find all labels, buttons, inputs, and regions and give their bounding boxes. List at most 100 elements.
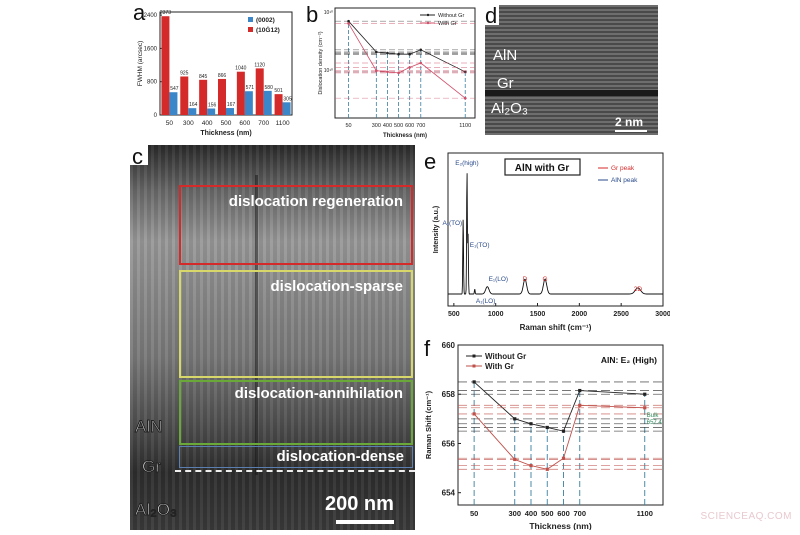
svg-text:1500: 1500 [530,311,546,318]
svg-text:Thickness (nm): Thickness (nm) [383,133,427,139]
panel-label-f: f [424,336,431,361]
svg-text:500: 500 [448,311,460,318]
raman-shift-chart: 654 656 658 660 50 300 400 500 600 700 1100 Thickne… [424,341,664,531]
svg-text:700: 700 [258,120,269,127]
svg-text:571: 571 [246,85,255,91]
region-dislocation-sparse: dislocation-sparse [179,270,413,378]
svg-text:FWHM (arcsec): FWHM (arcsec) [137,41,144,87]
svg-text:580: 580 [265,85,274,91]
watermark: SCIENCEAQ.COM [700,511,792,522]
svg-text:2000: 2000 [572,311,588,318]
scale-bar [615,130,647,132]
svg-text:2D: 2D [634,286,643,293]
svg-text:1100: 1100 [637,509,653,518]
panel-f-raman-shift-chart: f 654 656 658 660 50 300 400 500 600 700 1100 Thick… [420,335,670,531]
svg-text:1040: 1040 [235,66,246,72]
svg-text:Gr peak: Gr peak [611,165,635,172]
svg-text:Raman Shift (cm⁻¹): Raman Shift (cm⁻¹) [424,390,433,459]
scale-bar [336,520,394,524]
svg-text:500: 500 [394,123,403,129]
panel-d-hrtem-image: d AlN Gr Al₂O₃ 2 nm [485,5,658,135]
svg-text:500: 500 [541,509,554,518]
svg-text:305: 305 [283,96,292,102]
svg-text:50: 50 [345,123,351,129]
svg-text:700: 700 [416,123,425,129]
svg-text:167: 167 [227,102,236,108]
svg-text:700: 700 [573,509,586,518]
fwhm-bar-chart: 0 800 1600 2400 2373 547 50 925 164 300 845 156 400 8… [137,10,293,137]
al2o3-layer-label: Al₂O₃ [491,100,528,117]
svg-text:AlN peak: AlN peak [611,177,638,184]
svg-text:With Gr: With Gr [438,21,457,27]
panel-label-a: a [133,0,146,25]
svg-text:2400: 2400 [144,13,158,19]
svg-text:300: 300 [183,120,194,127]
svg-text:AlN: E₂ (High): AlN: E₂ (High) [601,355,657,365]
scale-bar-label: 2 nm [615,115,644,129]
panel-label-d: d [485,5,498,28]
svg-text:300: 300 [508,509,521,518]
svg-text:3000: 3000 [655,311,670,318]
region-dislocation-dense: dislocation-dense [179,446,413,468]
gr-layer-label: Gr [497,75,514,92]
gr-layer-label: Gr [142,457,162,477]
svg-text:0: 0 [154,113,158,119]
svg-text:501: 501 [274,88,283,94]
svg-text:656: 656 [442,439,456,448]
svg-text:50: 50 [166,120,174,127]
svg-text:866: 866 [218,73,227,79]
panel-e-raman-spectrum: e 500 1000 1500 2000 2500 3000 Raman shift (cm… [420,145,671,340]
svg-text:657.4: 657.4 [647,420,663,426]
svg-text:600: 600 [557,509,570,518]
svg-text:2373: 2373 [160,10,171,16]
svg-text:400: 400 [383,123,392,129]
svg-text:600: 600 [405,123,414,129]
svg-text:Bulk: Bulk [647,413,660,419]
svg-text:With Gr: With Gr [485,362,514,371]
svg-text:AlN with Gr: AlN with Gr [515,163,570,174]
svg-text:Without Gr: Without Gr [485,352,526,361]
svg-text:1100: 1100 [276,120,290,127]
svg-text:164: 164 [189,102,198,108]
panel-a-fwhm-bar-chart: a 0 800 1600 2400 2373 547 50 925 164 300 845 156 40… [130,0,300,145]
panel-label-b: b [306,2,319,27]
aln-layer-label: AlN [134,417,163,437]
svg-text:600: 600 [239,120,250,127]
svg-text:G: G [543,276,548,283]
svg-text:658: 658 [442,390,456,399]
graphene-interface-dashed-line [175,470,415,472]
svg-text:300: 300 [372,123,381,129]
region-dislocation-annihilation: dislocation-annihilation [179,380,413,445]
al2o3-layer-label: Al₂O₃ [135,500,178,520]
svg-text:E₁(TO): E₁(TO) [470,242,490,249]
svg-text:547: 547 [170,86,179,92]
panel-b-dislocation-density-chart: b 50 300 400 500 600 700 1100 10¹⁰ 10¹⁰ Thickness… [300,0,480,145]
svg-text:2500: 2500 [613,311,629,318]
svg-text:E₁(LO): E₁(LO) [489,276,509,283]
panel-label-e: e [424,149,437,174]
svg-text:1000: 1000 [488,311,504,318]
svg-text:660: 660 [442,341,456,350]
svg-text:Dislocation density (cm⁻²): Dislocation density (cm⁻²) [318,31,324,94]
graphene-interface-band [485,90,658,96]
raman-spectrum-chart: 500 1000 1500 2000 2500 3000 Raman shift (cm⁻¹… [433,152,671,332]
panel-c-tem-cross-section: c dislocation regeneration dislocation-s… [130,145,415,530]
svg-text:Without Gr: Without Gr [438,13,464,19]
svg-text:(10Ġ12): (10Ġ12) [256,25,280,34]
panel-label-c: c [132,145,143,169]
svg-text:500: 500 [221,120,232,127]
dislocation-density-chart: 50 300 400 500 600 700 1100 10¹⁰ 10¹⁰ Thickness (… [318,7,476,139]
svg-text:Thickness (nm): Thickness (nm) [200,130,251,137]
svg-text:10¹⁰: 10¹⁰ [324,68,333,74]
svg-text:A₁(TO): A₁(TO) [442,220,462,227]
region-dislocation-regeneration: dislocation regeneration [179,185,413,265]
svg-text:400: 400 [525,509,538,518]
svg-text:845: 845 [199,74,208,80]
svg-text:E₂(high): E₂(high) [455,160,478,167]
svg-text:925: 925 [180,70,189,76]
scale-bar-label: 200 nm [325,493,394,515]
svg-text:1100: 1100 [459,123,471,129]
svg-text:1120: 1120 [254,62,265,68]
svg-text:A₁(LO): A₁(LO) [476,298,496,305]
svg-text:D: D [523,276,528,283]
